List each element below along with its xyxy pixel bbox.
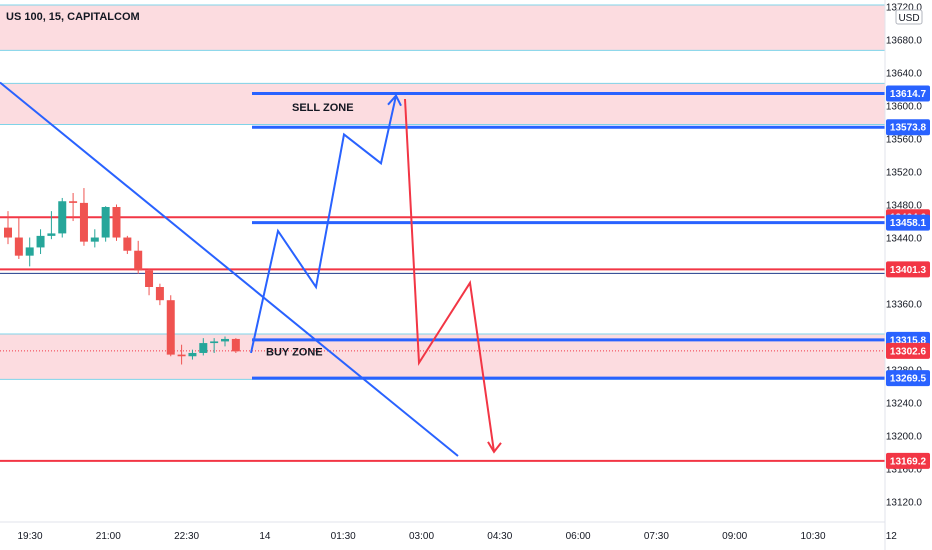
currency-label: USD bbox=[898, 13, 919, 24]
bullish-arrowhead bbox=[387, 93, 402, 107]
y-tick-label-0: 13720.0 bbox=[886, 3, 923, 14]
candle-body-9 bbox=[101, 207, 110, 238]
candles-layer bbox=[4, 188, 240, 365]
y-tick-label-2: 13640.0 bbox=[886, 69, 923, 80]
y-tick-label-1: 13680.0 bbox=[886, 36, 923, 47]
candle-body-17 bbox=[188, 352, 197, 357]
buy-zone-label: BUY ZONE bbox=[266, 346, 323, 358]
candle-body-21 bbox=[231, 338, 240, 352]
candle-body-14 bbox=[155, 287, 164, 301]
x-tick-label-9: 09:00 bbox=[722, 531, 747, 542]
drawings-layer: SELL ZONE BUY ZONE bbox=[0, 81, 502, 457]
y-tick-label-3: 13600.0 bbox=[886, 102, 923, 113]
x-tick-label-8: 07:30 bbox=[644, 531, 669, 542]
time-axis[interactable]: 19:30 21:00 22:30 14 01:30 03:00 04:30 06:00 07:… bbox=[17, 531, 897, 542]
y-tick-label-9: 13360.0 bbox=[886, 299, 923, 310]
x-tick-label-0: 19:30 bbox=[17, 531, 42, 542]
price-tag-4: 13401.3 bbox=[890, 265, 927, 276]
zones-layer bbox=[0, 4, 885, 380]
candle-body-4 bbox=[47, 233, 56, 236]
y-tick-label-4: 13560.0 bbox=[886, 135, 923, 146]
candle-body-2 bbox=[25, 247, 34, 256]
candle-body-0 bbox=[4, 227, 12, 238]
price-tag-bg-0 bbox=[886, 85, 930, 102]
price-tag-bg-3 bbox=[886, 214, 930, 231]
candle-body-16 bbox=[177, 354, 186, 357]
x-tick-label-3: 14 bbox=[259, 531, 271, 542]
price-tag-7: 13269.5 bbox=[890, 374, 927, 385]
price-tag-0: 13614.7 bbox=[890, 89, 927, 100]
price-tag-1: 13573.8 bbox=[890, 123, 927, 134]
price-tags-layer: 13614.713573.813464.613458.113401.313315… bbox=[886, 85, 930, 469]
candle-body-12 bbox=[134, 250, 143, 271]
bearish-projection-path bbox=[404, 98, 495, 453]
zone-band-2 bbox=[0, 334, 885, 380]
price-axis[interactable]: 13720.0 13680.0 13640.0 13600.0 13560.0 13520… bbox=[886, 3, 923, 509]
currency-badge[interactable] bbox=[895, 9, 923, 25]
x-tick-label-10: 10:30 bbox=[800, 531, 825, 542]
x-tick-label-5: 03:00 bbox=[409, 531, 434, 542]
y-tick-label-13: 13200.0 bbox=[886, 431, 923, 442]
candle-body-3 bbox=[36, 235, 45, 248]
x-tick-label-4: 01:30 bbox=[331, 531, 356, 542]
zone-band-0 bbox=[0, 5, 885, 51]
candle-body-7 bbox=[79, 202, 88, 242]
y-tick-label-14: 13160.0 bbox=[886, 464, 923, 475]
price-tag-bg-1 bbox=[886, 119, 930, 136]
levels-layer bbox=[0, 91, 885, 462]
candle-body-10 bbox=[112, 207, 121, 238]
candle-body-18 bbox=[199, 343, 208, 353]
chart-title: US 100, 15, CAPITALCOM bbox=[6, 11, 140, 23]
candle-body-20 bbox=[221, 338, 229, 342]
price-tag-8: 13169.2 bbox=[890, 456, 927, 467]
y-tick-label-7: 13440.0 bbox=[886, 234, 923, 245]
candle-body-1 bbox=[14, 237, 23, 256]
sell-zone-label: SELL ZONE bbox=[292, 102, 354, 114]
x-tick-label-11: 12 bbox=[886, 531, 898, 542]
candle-body-8 bbox=[90, 237, 99, 242]
candle-body-13 bbox=[145, 270, 154, 287]
price-tag-5: 13315.8 bbox=[890, 335, 927, 346]
x-tick-label-6: 04:30 bbox=[487, 531, 512, 542]
candle-body-11 bbox=[123, 237, 132, 251]
x-tick-label-1: 21:00 bbox=[96, 531, 121, 542]
price-tag-bg-7 bbox=[886, 370, 930, 387]
downtrend-line bbox=[0, 81, 459, 457]
candle-body-15 bbox=[166, 300, 175, 355]
y-tick-label-15: 13120.0 bbox=[886, 497, 923, 508]
zone-band-1 bbox=[0, 83, 885, 125]
y-tick-label-6: 13480.0 bbox=[886, 201, 923, 212]
candle-body-5 bbox=[58, 201, 67, 234]
price-tag-bg-4 bbox=[886, 261, 930, 278]
x-tick-label-2: 22:30 bbox=[174, 531, 199, 542]
x-tick-label-7: 06:00 bbox=[566, 531, 591, 542]
y-tick-label-12: 13240.0 bbox=[886, 398, 923, 409]
candle-body-6 bbox=[69, 201, 78, 203]
price-tag-3: 13458.1 bbox=[890, 218, 927, 229]
price-tag-bg-8 bbox=[886, 452, 930, 469]
price-tag-6: 13302.6 bbox=[890, 346, 927, 357]
y-tick-label-5: 13520.0 bbox=[886, 168, 923, 179]
bullish-projection-path bbox=[250, 95, 397, 354]
candle-body-19 bbox=[210, 341, 219, 344]
price-tag-bg-6 bbox=[886, 342, 930, 359]
bearish-arrowhead bbox=[487, 441, 502, 454]
